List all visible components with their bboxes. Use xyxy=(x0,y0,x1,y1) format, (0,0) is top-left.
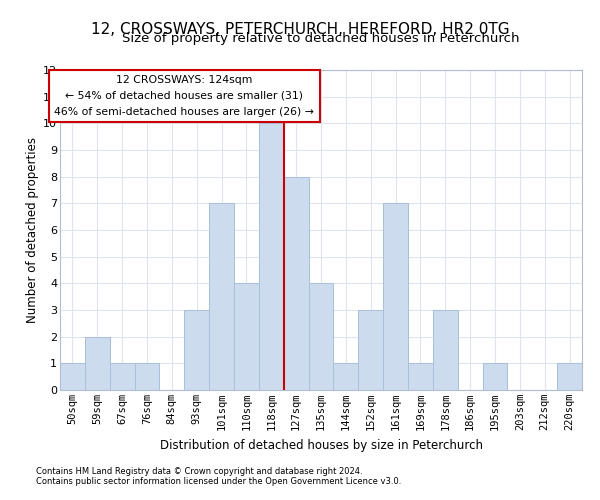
Bar xyxy=(284,176,308,390)
Bar xyxy=(209,204,234,390)
Bar xyxy=(433,310,458,390)
Bar xyxy=(184,310,209,390)
Bar xyxy=(85,336,110,390)
Bar xyxy=(383,204,408,390)
Title: Size of property relative to detached houses in Peterchurch: Size of property relative to detached ho… xyxy=(122,32,520,45)
X-axis label: Distribution of detached houses by size in Peterchurch: Distribution of detached houses by size … xyxy=(160,438,482,452)
Bar xyxy=(408,364,433,390)
Bar xyxy=(259,124,284,390)
Bar xyxy=(557,364,582,390)
Y-axis label: Number of detached properties: Number of detached properties xyxy=(26,137,39,323)
Bar xyxy=(134,364,160,390)
Text: 12, CROSSWAYS, PETERCHURCH, HEREFORD, HR2 0TG: 12, CROSSWAYS, PETERCHURCH, HEREFORD, HR… xyxy=(91,22,509,38)
Bar xyxy=(308,284,334,390)
Bar xyxy=(60,364,85,390)
Text: Contains HM Land Registry data © Crown copyright and database right 2024.: Contains HM Land Registry data © Crown c… xyxy=(36,467,362,476)
Text: 12 CROSSWAYS: 124sqm
← 54% of detached houses are smaller (31)
46% of semi-detac: 12 CROSSWAYS: 124sqm ← 54% of detached h… xyxy=(55,76,314,116)
Bar xyxy=(110,364,134,390)
Bar xyxy=(358,310,383,390)
Bar xyxy=(234,284,259,390)
Bar xyxy=(482,364,508,390)
Bar xyxy=(334,364,358,390)
Text: Contains public sector information licensed under the Open Government Licence v3: Contains public sector information licen… xyxy=(36,477,401,486)
